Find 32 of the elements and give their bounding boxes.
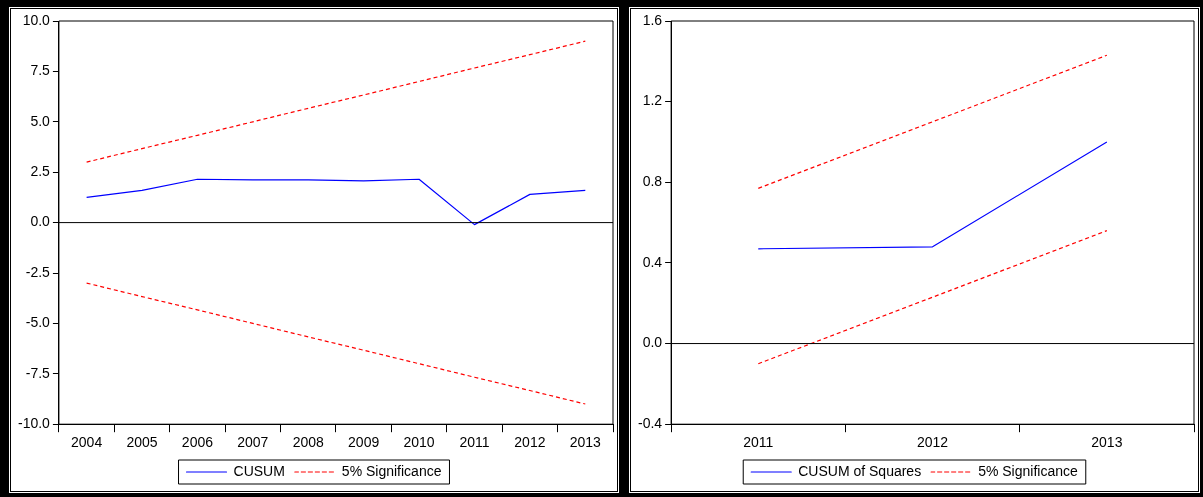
y-tick-label: 10.0	[22, 11, 51, 28]
y-tick-label: 1.6	[642, 11, 663, 28]
y-tick-label: 0.0	[30, 213, 51, 230]
y-tick-label: -5.0	[25, 314, 51, 331]
x-tick-label: 2011	[743, 434, 774, 451]
y-tick-label: 7.5	[30, 62, 51, 79]
x-tick-label: 2013	[569, 434, 602, 451]
x-tick-label: 2007	[237, 434, 269, 451]
y-tick-label: 5.0	[30, 112, 51, 129]
x-tick-label: 2010	[403, 434, 435, 451]
y-tick-label: -2.5	[25, 263, 51, 280]
legend-label: 5% Significance	[978, 462, 1078, 479]
x-tick-label: 2008	[292, 434, 325, 451]
y-tick-label: 0.4	[642, 253, 663, 270]
y-tick-label: 1.2	[642, 92, 663, 109]
x-tick-label: 2009	[348, 434, 380, 451]
y-tick-label: 0.8	[642, 173, 663, 190]
x-tick-label: 2011	[459, 434, 490, 451]
legend-label: CUSUM	[233, 462, 285, 479]
x-tick-label: 2013	[1091, 434, 1123, 451]
x-tick-label: 2012	[514, 434, 546, 451]
x-tick-label: 2004	[71, 434, 103, 451]
y-tick-label: -7.5	[25, 364, 51, 381]
x-tick-label: 2012	[916, 434, 949, 451]
x-tick-label: 2006	[181, 434, 214, 451]
y-tick-label: -10.0	[17, 415, 51, 432]
y-tick-label: 2.5	[30, 163, 51, 180]
x-tick-label: 2005	[126, 434, 158, 451]
y-tick-label: 0.0	[642, 334, 663, 351]
legend-label: 5% Significance	[341, 462, 442, 479]
y-tick-label: -0.4	[638, 415, 663, 432]
legend-label: CUSUM of Squares	[798, 462, 922, 479]
